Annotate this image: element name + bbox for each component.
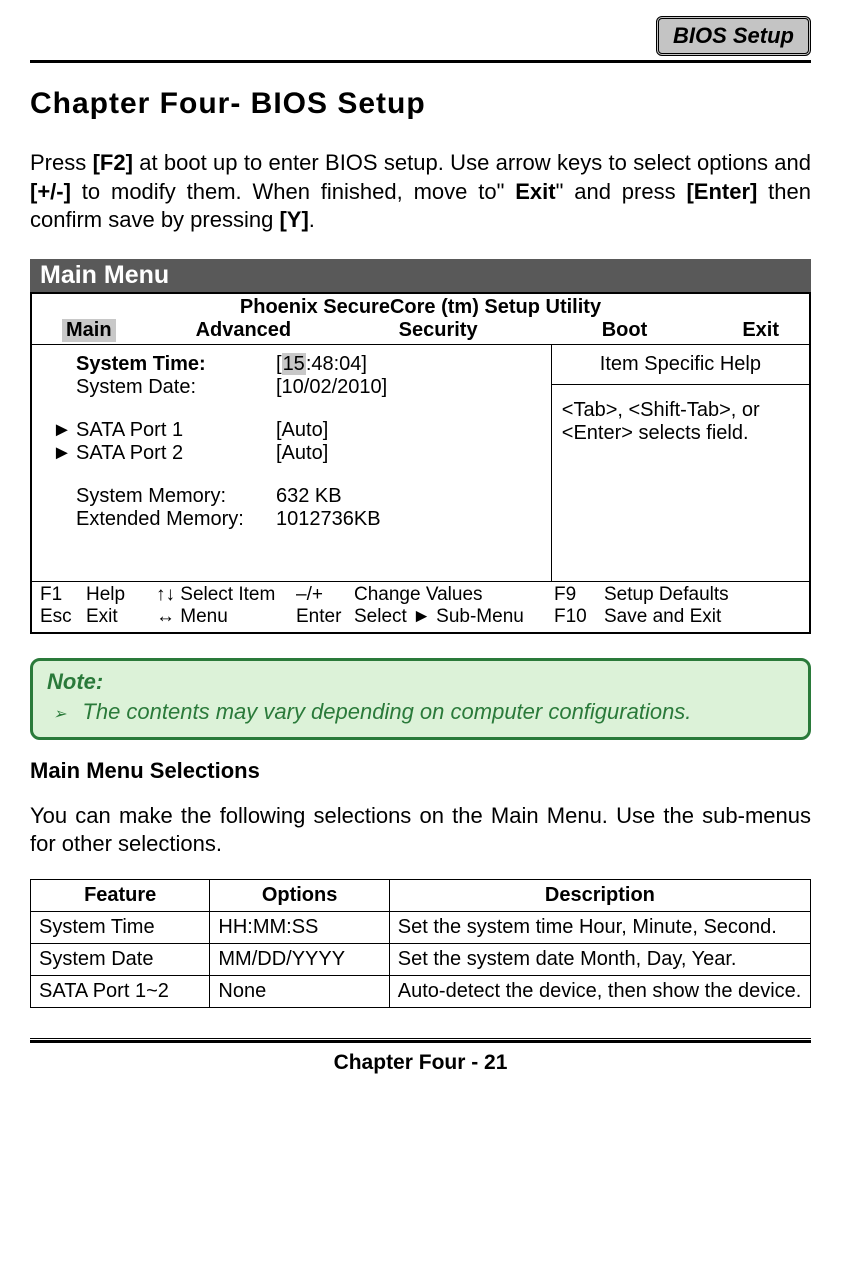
intro-key-y: [Y]	[279, 207, 308, 232]
page-footer: Chapter Four - 21	[30, 1051, 811, 1075]
table-row: System Time HH:MM:SS Set the system time…	[31, 911, 811, 943]
table-header-row: Feature Options Description	[31, 879, 811, 911]
col-description: Description	[389, 879, 810, 911]
label-system-date: System Date:	[76, 376, 276, 399]
value-sata-port-1: [Auto]	[276, 419, 328, 442]
value-system-memory: 632 KB	[276, 485, 342, 508]
tab-exit[interactable]: Exit	[742, 319, 779, 342]
note-text: The contents may vary depending on compu…	[82, 699, 691, 725]
bios-footer: F1 Help ↑↓ Select Item –/+ Change Values…	[32, 581, 809, 632]
bracket: [	[276, 353, 282, 375]
note-bullet-icon: ➢	[53, 704, 66, 724]
key-f1-label: Help	[86, 584, 156, 606]
key-f1: F1	[40, 584, 86, 606]
intro-text: at boot up to enter BIOS setup. Use arro…	[133, 150, 811, 175]
time-hour-selected[interactable]: 15	[282, 353, 306, 375]
intro-exit: Exit	[515, 179, 555, 204]
note-title: Note:	[47, 669, 794, 695]
footer-rule	[30, 1040, 811, 1043]
help-text: <Tab>, <Shift-Tab>, or <Enter> selects f…	[552, 385, 809, 581]
cell-options: HH:MM:SS	[210, 911, 389, 943]
footer-rule	[30, 1038, 811, 1039]
intro-text: .	[309, 207, 315, 232]
cell-description: Set the system date Month, Day, Year.	[389, 943, 810, 975]
bios-tabs: Main Advanced Security Boot Exit	[32, 319, 809, 344]
note-box: Note: ➢ The contents may vary depending …	[30, 658, 811, 740]
header-tag: BIOS Setup	[656, 16, 811, 56]
key-enter-label: Select ► Sub-Menu	[354, 606, 554, 628]
cell-options: MM/DD/YYYY	[210, 943, 389, 975]
intro-key-pm: [+/-]	[30, 179, 71, 204]
bios-utility-title: Phoenix SecureCore (tm) Setup Utility	[32, 294, 809, 319]
cell-description: Auto-detect the device, then show the de…	[389, 975, 810, 1007]
cell-options: None	[210, 975, 389, 1007]
cell-feature: SATA Port 1~2	[31, 975, 210, 1007]
key-enter: Enter	[296, 606, 354, 628]
intro-key-f2: [F2]	[93, 150, 133, 175]
label-sata-port-1[interactable]: SATA Port 1	[76, 419, 276, 442]
header-rule	[30, 60, 811, 63]
key-f10: F10	[554, 606, 604, 628]
key-lr-label: ↔ Menu	[156, 606, 296, 628]
key-pm: –/+	[296, 584, 354, 606]
col-feature: Feature	[31, 879, 210, 911]
value-sata-port-2: [Auto]	[276, 442, 328, 465]
chapter-title: Chapter Four- BIOS Setup	[30, 87, 811, 121]
paragraph: You can make the following selections on…	[30, 802, 811, 859]
label-extended-memory: Extended Memory:	[76, 508, 276, 531]
value-system-time[interactable]: [15:48:04]	[276, 353, 367, 376]
key-f10-label: Save and Exit	[604, 606, 764, 628]
section-heading: Main Menu	[30, 259, 811, 292]
bios-main-area: System Time: [15:48:04] System Date: [10…	[32, 345, 551, 581]
tab-boot[interactable]: Boot	[602, 319, 743, 342]
bios-help-panel: Item Specific Help <Tab>, <Shift-Tab>, o…	[551, 345, 809, 581]
table-row: SATA Port 1~2 None Auto-detect the devic…	[31, 975, 811, 1007]
intro-paragraph: Press [F2] at boot up to enter BIOS setu…	[30, 149, 811, 235]
intro-text: " and press	[556, 179, 687, 204]
row-arrow	[52, 485, 76, 508]
key-f9-label: Setup Defaults	[604, 584, 764, 606]
row-arrow	[52, 508, 76, 531]
value-system-date[interactable]: [10/02/2010]	[276, 376, 387, 399]
submenu-arrow-icon: ►	[52, 419, 76, 442]
intro-text: Press	[30, 150, 93, 175]
cell-description: Set the system time Hour, Minute, Second…	[389, 911, 810, 943]
table-row: System Date MM/DD/YYYY Set the system da…	[31, 943, 811, 975]
help-heading: Item Specific Help	[552, 345, 809, 385]
tab-security[interactable]: Security	[399, 319, 602, 342]
key-esc-label: Exit	[86, 606, 156, 628]
col-options: Options	[210, 879, 389, 911]
key-pm-label: Change Values	[354, 584, 554, 606]
submenu-arrow-icon: ►	[52, 442, 76, 465]
intro-key-enter: [Enter]	[686, 179, 757, 204]
label-system-time: System Time:	[76, 353, 276, 376]
key-esc: Esc	[40, 606, 86, 628]
tab-advanced[interactable]: Advanced	[196, 319, 399, 342]
time-rest: :48:04]	[306, 353, 367, 375]
bios-panel: Phoenix SecureCore (tm) Setup Utility Ma…	[30, 292, 811, 634]
label-system-memory: System Memory:	[76, 485, 276, 508]
selections-table: Feature Options Description System Time …	[30, 879, 811, 1008]
row-arrow	[52, 353, 76, 376]
key-f9: F9	[554, 584, 604, 606]
cell-feature: System Date	[31, 943, 210, 975]
label-sata-port-2[interactable]: SATA Port 2	[76, 442, 276, 465]
tab-main[interactable]: Main	[62, 319, 116, 342]
value-extended-memory: 1012736KB	[276, 508, 381, 531]
key-updown-label: ↑↓ Select Item	[156, 584, 296, 606]
row-arrow	[52, 376, 76, 399]
subheading: Main Menu Selections	[30, 758, 811, 784]
intro-text: to modify them. When finished, move to"	[71, 179, 515, 204]
cell-feature: System Time	[31, 911, 210, 943]
